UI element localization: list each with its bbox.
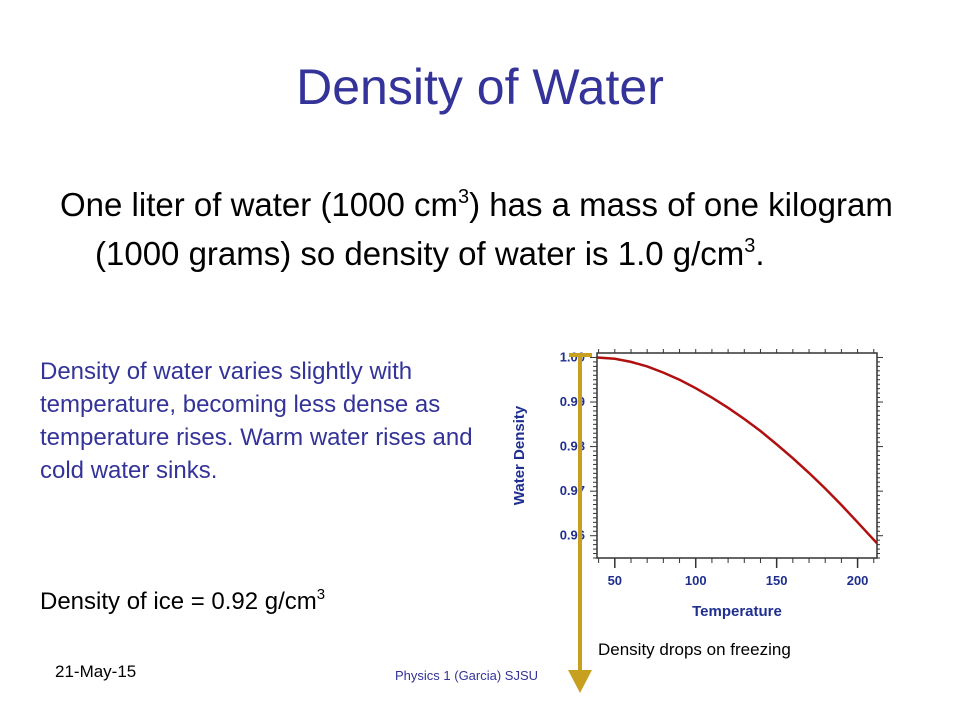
x-tick-label: 200 — [847, 573, 869, 588]
density-curve — [596, 356, 878, 545]
x-tick-label: 150 — [766, 573, 788, 588]
intro-superscript-2: 3 — [744, 235, 756, 257]
ice-density-text: Density of ice = 0.92 g/cm — [40, 588, 317, 615]
temperature-note: Density of water varies slightly with te… — [40, 358, 473, 484]
x-axis-title: Temperature — [692, 603, 782, 620]
x-tick-label: 50 — [608, 573, 622, 588]
freezing-arrow-icon — [568, 353, 592, 693]
freezing-caption: Density drops on freezing — [598, 640, 791, 659]
slide-footer: Physics 1 (Garcia) SJSU — [395, 668, 539, 683]
intro-paragraph: One liter of water (1000 cm3) has a mass… — [60, 180, 955, 278]
slide-date: 21-May-15 — [55, 662, 137, 681]
slide-title: Density of Water — [296, 59, 664, 115]
ice-density-superscript: 3 — [316, 586, 326, 603]
intro-text-2: ) has a mass of one kilogram (1000 grams… — [95, 186, 893, 272]
plot-frame — [596, 352, 878, 559]
intro-text-1: One liter of water (1000 cm — [60, 186, 458, 223]
y-axis-title: Water Density — [511, 405, 528, 505]
ice-density-line: Density of ice = 0.92 g/cm3 — [40, 585, 325, 618]
x-tick-label: 100 — [685, 573, 707, 588]
intro-superscript-1: 3 — [458, 186, 470, 208]
intro-text-3: . — [755, 235, 765, 272]
